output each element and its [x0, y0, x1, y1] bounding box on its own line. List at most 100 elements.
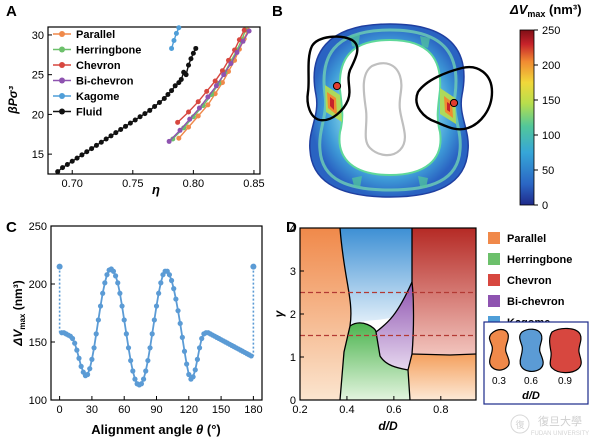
panel-a-series	[55, 25, 252, 175]
panel-c-point	[121, 317, 127, 323]
panel-c-ytick-label: 100	[29, 395, 47, 407]
panel-c-point	[115, 280, 121, 286]
panel-a-point-herringbone	[170, 136, 176, 142]
panel-a-legend-label: Kagome	[76, 91, 119, 103]
panel-c-point	[153, 303, 160, 309]
panel-c-point	[149, 331, 155, 337]
panel-c-ytick-label: 200	[29, 279, 47, 291]
panel-a-point-chevron	[186, 109, 192, 115]
panel-c-point	[74, 347, 80, 353]
inset-label-0.6: 0.6	[524, 376, 538, 387]
panel-a-xtick-label: 0.70	[62, 178, 83, 190]
panel-c-point	[89, 356, 95, 362]
panel-a-letter: A	[6, 3, 17, 20]
watermark-subtext: FUDAN UNIVERSITY	[531, 431, 589, 437]
panel-a-point-bi-chevron	[205, 94, 211, 100]
panel-a-point-fluid	[178, 76, 184, 82]
colorbar-tick-label: 0	[542, 200, 548, 212]
panel-a-ytick-label: 30	[32, 30, 44, 42]
panel-d: D 0.2 0.4 0.6 0.8 0 1 2 3 4 d/D γ Parallel Herrin…	[272, 219, 589, 437]
heatmap-left-particle-outline	[306, 35, 359, 122]
colorbar	[519, 29, 535, 206]
panel-a-legend-label: Fluid	[76, 107, 102, 119]
panel-c-point	[173, 296, 179, 302]
panel-a-point-bi-chevron	[196, 105, 202, 111]
panel-a-point-fluid	[84, 149, 90, 155]
panel-a-series-line-herringbone	[172, 29, 247, 140]
panel-a-series-line-chevron	[177, 29, 245, 123]
panel-c-ylabel: ΔVmax (nm³)	[11, 280, 27, 346]
panel-c-endpoint	[250, 263, 257, 270]
colorbar-ticks: 0 50 100 150 200 250	[534, 25, 560, 212]
panel-c-point	[156, 290, 162, 296]
panel-c-point	[145, 357, 151, 364]
panel-a-ytick-label: 25	[32, 70, 44, 82]
panel-a-point-parallel	[195, 113, 201, 119]
inset-label-0.9: 0.9	[558, 376, 572, 387]
panel-d-ytick-label: 4	[290, 223, 296, 235]
panel-c-point	[138, 381, 145, 387]
panel-a-point-fluid	[132, 117, 138, 123]
panel-a-legend-marker	[59, 31, 65, 37]
panel-b: B 0 50 100 150 200 250 ΔVmax (nm³)	[272, 2, 582, 212]
watermark-text: 復旦大學	[538, 414, 582, 428]
phase-region-parallel-right	[408, 354, 476, 400]
panel-c-point	[123, 331, 129, 337]
panel-c-xtick-label: 90	[150, 404, 162, 416]
panel-c-point	[72, 340, 78, 346]
panel-c-point	[117, 290, 123, 296]
panel-d-legend-swatch	[488, 232, 500, 244]
panel-d-xtick-label: 0.8	[433, 404, 448, 416]
panel-a-point-fluid	[142, 111, 148, 117]
inset-label-0.3: 0.3	[492, 376, 506, 387]
panel-c-point	[97, 303, 104, 309]
panel-a-point-fluid	[156, 99, 162, 105]
panel-a-point-fluid	[137, 114, 143, 120]
colorbar-tick-label: 150	[542, 95, 560, 107]
panel-a-point-kagome	[169, 45, 175, 51]
panel-d-xtick-label: 0.2	[292, 404, 307, 416]
panel-d-xtick-label: 0.6	[386, 404, 401, 416]
panel-c-point	[171, 286, 177, 292]
inset-title: d/D	[522, 390, 540, 402]
panel-c-point	[132, 376, 138, 382]
panel-c-point	[158, 280, 164, 286]
panel-c-point	[85, 371, 91, 378]
colorbar-label: ΔVmax (nm³)	[509, 2, 582, 19]
panel-c-point	[104, 272, 110, 278]
panel-c-point	[248, 353, 254, 359]
panel-c-point	[177, 320, 183, 327]
panel-a-legend-label: Herringbone	[76, 45, 141, 57]
panel-a-legend-marker	[59, 62, 65, 68]
panel-c-point	[128, 357, 134, 364]
panel-a-axes-frame	[47, 26, 261, 175]
panel-a-point-fluid	[183, 72, 189, 78]
panel-d-ytick-label: 1	[290, 352, 296, 364]
panel-c-xtick-label: 0	[57, 404, 63, 416]
panel-c-point	[87, 366, 93, 372]
panel-a-point-fluid	[60, 165, 66, 171]
panel-a-point-fluid	[127, 120, 133, 126]
panel-c-xlabel: Alignment angle θ (°)	[91, 422, 220, 437]
panel-a-legend-label: Bi-chevron	[76, 76, 134, 88]
panel-a-series-line-kagome	[170, 27, 180, 49]
panel-a-point-chevron	[195, 99, 201, 105]
svg-text:復: 復	[515, 419, 524, 430]
inset-shape-0.9	[549, 327, 582, 374]
panel-a-point-bi-chevron	[228, 61, 234, 67]
phase-region-chevron	[412, 228, 476, 355]
panel-a-point-chevron	[204, 88, 210, 94]
phase-region-bichevron	[376, 282, 413, 370]
panel-c-point	[69, 335, 76, 342]
panel-a-point-fluid	[55, 169, 61, 175]
panel-c-point	[143, 368, 149, 374]
panel-a-point-bi-chevron	[187, 116, 193, 122]
panel-c-point	[78, 363, 84, 369]
panel-a-point-fluid	[113, 130, 119, 136]
panel-a-point-bi-chevron	[177, 127, 183, 133]
panel-a-point-bi-chevron	[166, 138, 172, 144]
inset-shape-0.6	[519, 328, 544, 372]
panel-a-point-chevron	[241, 27, 247, 33]
panel-a-xlabel: η	[152, 182, 160, 197]
